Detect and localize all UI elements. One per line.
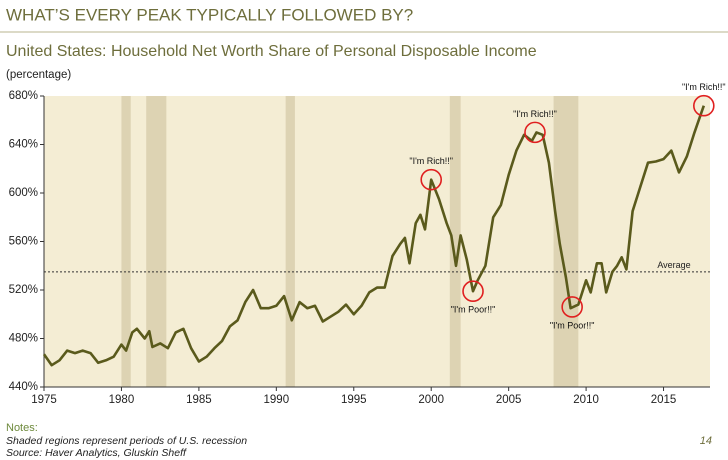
notes-heading: Notes: [6,422,38,434]
y-tick-label: 600% [9,187,38,199]
x-tick-label: 2000 [418,394,444,406]
y-tick-label: 560% [9,236,38,248]
chart-subtitle: United States: Household Net Worth Share… [6,43,537,60]
x-tick-label: 1975 [31,394,57,406]
line [42,105,706,367]
note: Shaded regions represent periods of U.S.… [6,435,247,447]
y-axis-label: (percentage) [6,69,71,81]
y-tick-label: 440% [9,381,38,393]
note: Source: Haver Analytics, Gluskin Sheff [6,447,187,459]
recession-shade [146,96,167,387]
x-tick-label: 1980 [109,394,135,406]
annotation-circle [462,280,484,303]
x-tick-label: 2005 [496,394,522,406]
x-tick-label: 1995 [341,394,367,406]
average-label: Average [657,260,690,270]
x-tick-label: 2010 [573,394,599,406]
x-tick-label: 2015 [651,394,677,406]
annotation: "I'm Rich!!" [409,156,453,166]
x-tick-label: 1990 [264,394,290,406]
annotation-circle [693,94,715,117]
annotation: "I'm Poor!!" [451,305,496,315]
annotation: "I'm Rich!!" [682,82,726,92]
recession-shade [553,96,579,387]
annotation: "I'm Rich!!" [513,109,557,119]
y-tick-label: 520% [9,284,38,296]
y-tick-label: 640% [9,139,38,151]
y-tick-label: 680% [9,90,38,102]
chart-title: WHAT’S EVERY PEAK TYPICALLY FOLLOWED BY? [6,5,413,24]
annotation-circle [420,168,443,191]
annotation-circle [524,121,546,144]
recession-shade [449,96,461,387]
annotation-circle [561,296,583,318]
annotation: "I'm Poor!!" [550,320,595,330]
plot-background [44,96,710,387]
x-tick-label: 1985 [186,394,212,406]
recession-shade [121,96,131,387]
y-tick-label: 480% [9,333,38,345]
recession-shade [285,96,295,387]
page-number: 14 [700,435,712,447]
